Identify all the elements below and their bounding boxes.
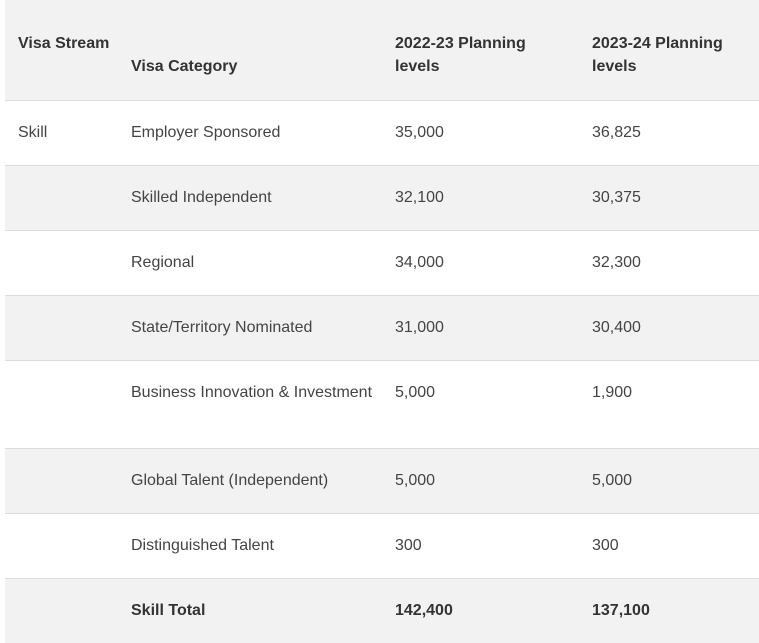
cell-2023-24-value: 32,300 (592, 254, 641, 271)
cell-2023-24-total: 137,100 (592, 602, 650, 619)
table-header-row: Visa Stream Visa Category 2022-23 Planni… (5, 0, 759, 101)
visa-planning-table: Visa Stream Visa Category 2022-23 Planni… (5, 0, 759, 643)
cell-skill-total-label: Skill Total (131, 602, 206, 619)
table-row: Regional 34,000 32,300 (5, 231, 759, 296)
cell-visa-category: Regional (131, 254, 195, 271)
cell-2022-23-value: 5,000 (395, 384, 436, 401)
table-total-row: Skill Total 142,400 137,100 (5, 579, 759, 643)
cell-2022-23-value: 5,000 (395, 472, 436, 489)
header-visa-category: Visa Category (131, 58, 238, 75)
cell-2022-23-value: 32,100 (395, 189, 444, 206)
header-visa-stream: Visa Stream (18, 35, 110, 52)
cell-visa-category: Employer Sponsored (131, 124, 281, 141)
cell-visa-category: Business Innovation & Investment (131, 384, 373, 401)
header-2023-24-planning-levels: 2023-24 Planning levels (592, 35, 723, 75)
cell-visa-stream (5, 579, 118, 643)
table-row: Business Innovation & Investment 5,000 1… (5, 361, 759, 449)
cell-visa-stream (5, 296, 118, 360)
cell-visa-category: Global Talent (Independent) (131, 472, 329, 489)
table-row: Distinguished Talent 300 300 (5, 514, 759, 579)
cell-visa-stream (5, 231, 118, 295)
cell-visa-stream (5, 514, 118, 578)
cell-visa-category: Skilled Independent (131, 189, 272, 206)
table-row: Global Talent (Independent) 5,000 5,000 (5, 449, 759, 514)
table-row: Skill Employer Sponsored 35,000 36,825 (5, 101, 759, 166)
cell-2023-24-value: 5,000 (592, 472, 633, 489)
cell-2023-24-value: 30,400 (592, 319, 641, 336)
cell-visa-category: Distinguished Talent (131, 537, 274, 554)
cell-2022-23-value: 31,000 (395, 319, 444, 336)
cell-2023-24-value: 300 (592, 537, 619, 554)
cell-2022-23-total: 142,400 (395, 602, 453, 619)
table-row: State/Territory Nominated 31,000 30,400 (5, 296, 759, 361)
cell-2022-23-value: 300 (395, 537, 422, 554)
cell-2023-24-value: 1,900 (592, 384, 633, 401)
cell-2022-23-value: 34,000 (395, 254, 444, 271)
cell-visa-category: State/Territory Nominated (131, 319, 313, 336)
cell-visa-stream (5, 361, 118, 448)
cell-2023-24-value: 36,825 (592, 124, 641, 141)
cell-visa-stream (5, 449, 118, 513)
cell-visa-stream: Skill (18, 124, 48, 141)
cell-visa-stream (5, 166, 118, 230)
cell-2023-24-value: 30,375 (592, 189, 641, 206)
cell-2022-23-value: 35,000 (395, 124, 444, 141)
header-2022-23-planning-levels: 2022-23 Planning levels (395, 35, 526, 75)
table-row: Skilled Independent 32,100 30,375 (5, 166, 759, 231)
